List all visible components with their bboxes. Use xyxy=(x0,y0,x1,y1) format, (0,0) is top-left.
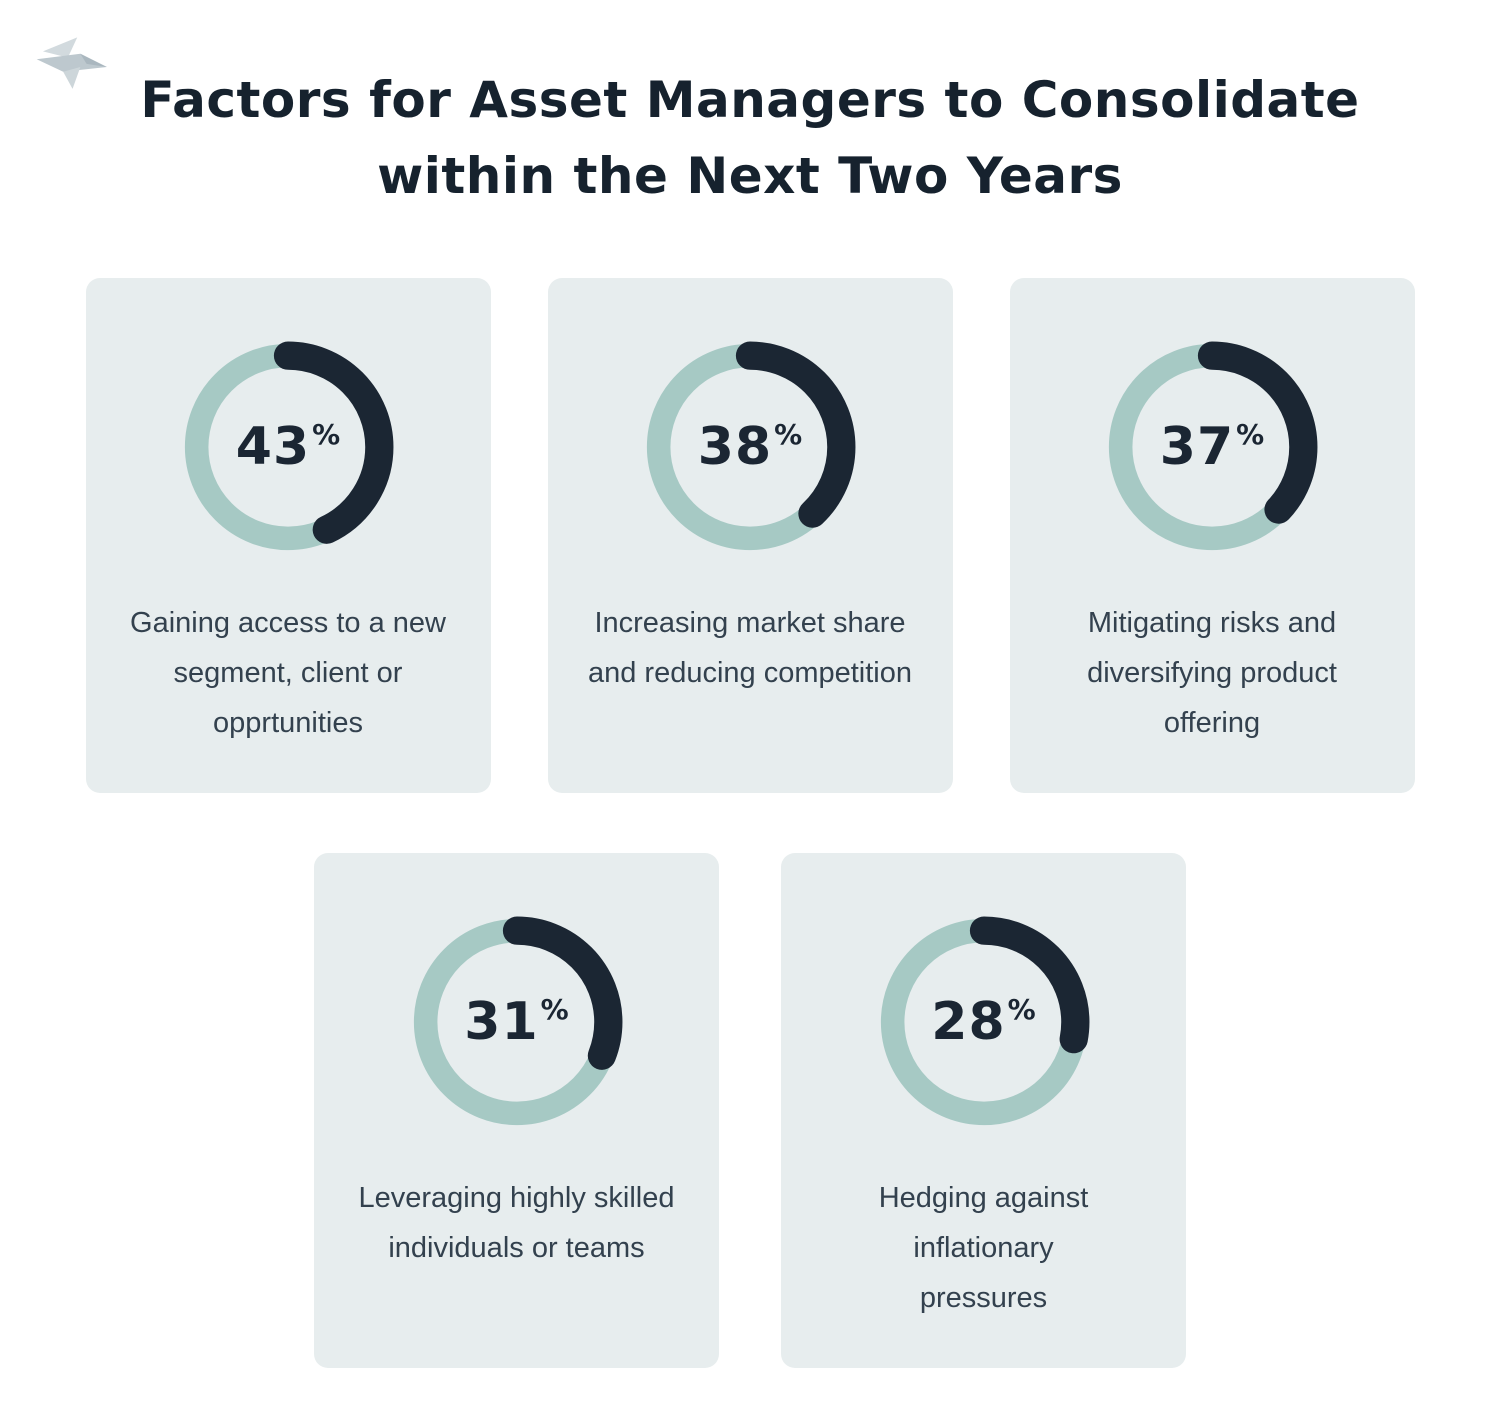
donut-chart: 28% xyxy=(871,909,1097,1135)
percent-value: 43% xyxy=(235,417,341,477)
cards-row-bottom: 31% Leveraging highly skilled individual… xyxy=(0,853,1500,1368)
percent-sign: % xyxy=(1007,992,1036,1026)
percent-value: 28% xyxy=(931,992,1036,1052)
donut-chart: 37% xyxy=(1099,334,1325,560)
factor-label: Increasing market share and reducing com… xyxy=(587,607,913,689)
page-title: Factors for Asset Managers to Consolidat… xyxy=(0,0,1500,214)
percent-value: 38% xyxy=(697,417,803,477)
factor-card: 37% Mitigating risks and diversifying pr… xyxy=(1009,278,1415,793)
donut-chart: 43% xyxy=(175,334,401,560)
percent-value: 31% xyxy=(464,992,569,1052)
factor-label: Hedging against inflationary pressures xyxy=(878,1182,1089,1314)
factor-label: Leveraging highly skilled individuals or… xyxy=(358,1182,675,1264)
origami-bird-icon xyxy=(36,37,107,89)
donut-chart: 38% xyxy=(637,334,863,560)
percent-sign: % xyxy=(540,992,569,1026)
page-title-line-1: Factors for Asset Managers to Consolidat… xyxy=(140,71,1360,129)
factor-label: Gaining access to a new segment, client … xyxy=(130,607,446,739)
percent-sign: % xyxy=(774,417,803,451)
cards-row-top: 43% Gaining access to a new segment, cli… xyxy=(0,278,1500,793)
factor-card: 31% Leveraging highly skilled individual… xyxy=(314,853,719,1368)
donut-chart: 31% xyxy=(404,909,630,1135)
percent-sign: % xyxy=(312,417,341,451)
percent-value: 37% xyxy=(1159,417,1265,477)
factor-card: 43% Gaining access to a new segment, cli… xyxy=(85,278,491,793)
percent-sign: % xyxy=(1236,417,1265,451)
page-title-line-2: within the Next Two Years xyxy=(377,147,1123,205)
factor-card: 28% Hedging against inflationary pressur… xyxy=(781,853,1186,1368)
factor-label: Mitigating risks and diversifying produc… xyxy=(1087,607,1337,739)
factor-card: 38% Increasing market share and reducing… xyxy=(547,278,953,793)
